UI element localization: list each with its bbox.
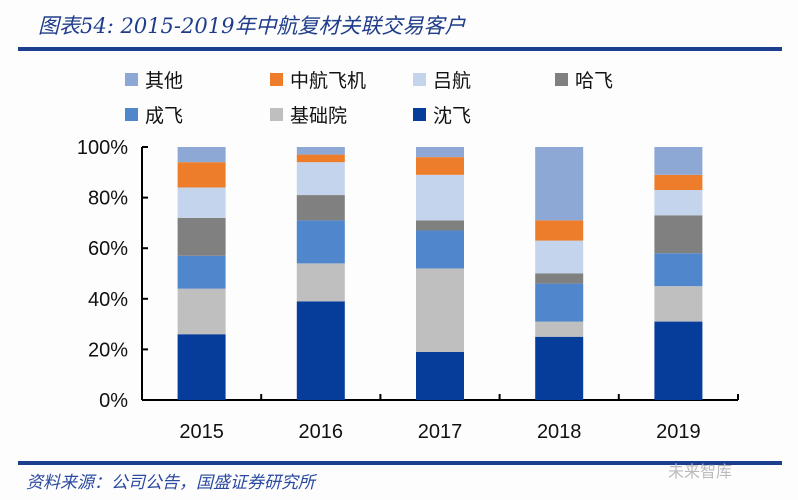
bar-segment-2019-基础院 bbox=[654, 286, 703, 322]
bar-segment-2019-哈飞 bbox=[654, 215, 703, 254]
bar-segment-2019-其他 bbox=[654, 147, 703, 175]
y-tick-label: 80% bbox=[88, 188, 128, 210]
x-tick-label: 2017 bbox=[418, 421, 463, 443]
bar-segment-2018-基础院 bbox=[535, 321, 584, 337]
legend-label: 沈飞 bbox=[433, 105, 471, 127]
bar-segment-2015-成飞 bbox=[177, 255, 226, 289]
bar-segment-2018-成飞 bbox=[535, 283, 584, 322]
bar-segment-2019-成飞 bbox=[654, 253, 703, 287]
bar-segment-2018-沈飞 bbox=[535, 336, 584, 400]
bar-segment-2016-成飞 bbox=[296, 220, 345, 264]
bar-segment-2017-成飞 bbox=[416, 230, 464, 269]
bar-segment-2017-沈飞 bbox=[416, 351, 464, 400]
bar-segment-2015-基础院 bbox=[177, 288, 226, 335]
bar-segment-2018-吕航 bbox=[535, 240, 584, 274]
bar-segment-2015-其他 bbox=[177, 147, 226, 163]
y-tick-label: 0% bbox=[99, 390, 128, 412]
bar-segment-2015-哈飞 bbox=[177, 217, 226, 256]
x-tick-label: 2018 bbox=[537, 421, 582, 443]
legend-swatch-基础院 bbox=[270, 108, 283, 121]
bar-segment-2017-基础院 bbox=[416, 268, 464, 352]
source-note: 资料来源：公司公告，国盛证券研究所 bbox=[26, 473, 315, 493]
legend-label: 其他 bbox=[145, 70, 183, 92]
bar-segment-2016-基础院 bbox=[296, 263, 345, 302]
title-rule bbox=[18, 47, 782, 51]
bar-segment-2016-其他 bbox=[296, 147, 345, 155]
legend-swatch-哈飞 bbox=[555, 73, 568, 86]
bar-segment-2015-中航飞机 bbox=[177, 162, 226, 188]
bar-segment-2018-中航飞机 bbox=[535, 220, 584, 241]
legend-label: 成飞 bbox=[145, 105, 183, 127]
watermark: 未来智库 bbox=[668, 462, 733, 481]
bar-segment-2017-吕航 bbox=[416, 174, 464, 221]
y-tick-label: 40% bbox=[88, 289, 128, 311]
legend-swatch-其他 bbox=[125, 73, 138, 86]
bar-segment-2019-中航飞机 bbox=[654, 174, 703, 191]
bar-segment-2016-哈飞 bbox=[296, 195, 345, 221]
bar-segment-2018-哈飞 bbox=[535, 273, 584, 284]
x-tick-label: 2015 bbox=[179, 421, 224, 443]
chart-title: 图表54: 2015-2019年中航复材关联交易客户 bbox=[38, 14, 466, 38]
bar-segment-2017-哈飞 bbox=[416, 220, 464, 231]
y-tick-label: 20% bbox=[88, 339, 128, 361]
x-tick-label: 2016 bbox=[299, 421, 344, 443]
bar-segment-2017-其他 bbox=[416, 147, 464, 158]
bar-segment-2019-吕航 bbox=[654, 190, 703, 216]
bar-segment-2018-其他 bbox=[535, 147, 584, 221]
bar-segment-2016-吕航 bbox=[296, 162, 345, 196]
bar-segment-2017-中航飞机 bbox=[416, 157, 464, 175]
bar-segment-2019-沈飞 bbox=[654, 321, 703, 400]
legend-label: 吕航 bbox=[433, 70, 471, 92]
x-tick-label: 2019 bbox=[656, 421, 701, 443]
legend-label: 中航飞机 bbox=[290, 70, 366, 92]
legend-swatch-中航飞机 bbox=[270, 73, 283, 86]
legend-label: 基础院 bbox=[290, 105, 347, 127]
bar-segment-2015-吕航 bbox=[177, 187, 226, 218]
legend-label: 哈飞 bbox=[575, 70, 613, 92]
bar-segment-2016-沈飞 bbox=[296, 301, 345, 400]
bar-segment-2015-沈飞 bbox=[177, 334, 226, 400]
legend-swatch-沈飞 bbox=[413, 108, 426, 121]
legend-swatch-吕航 bbox=[413, 73, 426, 86]
y-tick-label: 100% bbox=[77, 137, 128, 159]
footer-rule bbox=[18, 461, 782, 465]
y-tick-label: 60% bbox=[88, 238, 128, 260]
bar-segment-2016-中航飞机 bbox=[296, 154, 345, 163]
legend-swatch-成飞 bbox=[125, 108, 138, 121]
